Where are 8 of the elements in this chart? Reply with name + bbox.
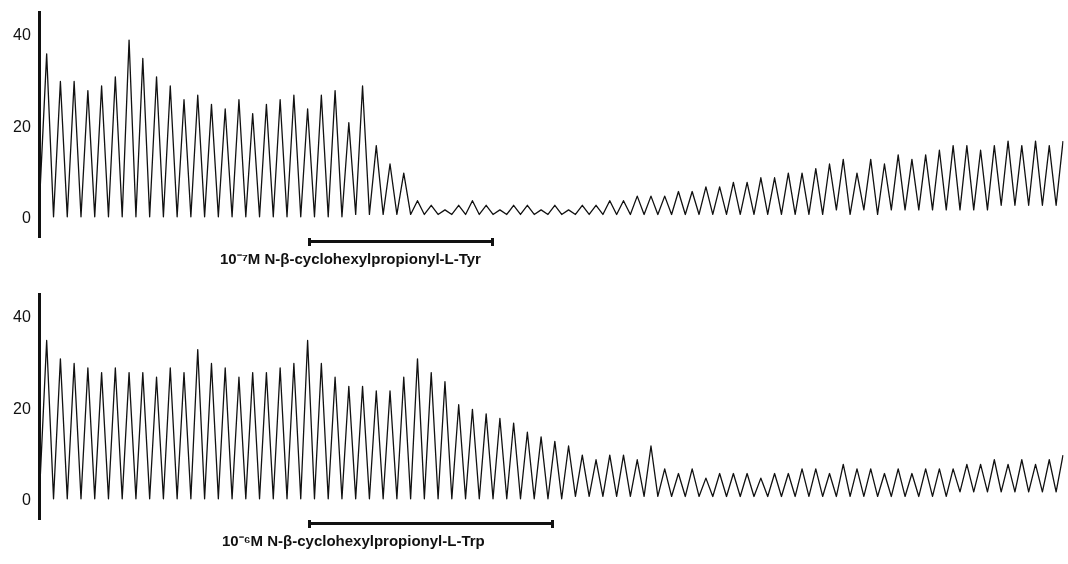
y-tick-label: 40: [13, 25, 31, 43]
text: 10⁻⁷M N-β-cyclohexylpropionyl-L-Tyr: [220, 249, 481, 268]
y-tick-label: 20: [13, 399, 31, 417]
y-tick-label: 0: [21, 209, 31, 227]
y-tick-label: 40: [13, 307, 31, 325]
y-tick-label: 0: [21, 491, 31, 509]
y-tick-label: 20: [13, 117, 31, 135]
text: 10⁻⁶M N-β-cyclohexylpropionyl-L-Trp: [222, 531, 485, 550]
